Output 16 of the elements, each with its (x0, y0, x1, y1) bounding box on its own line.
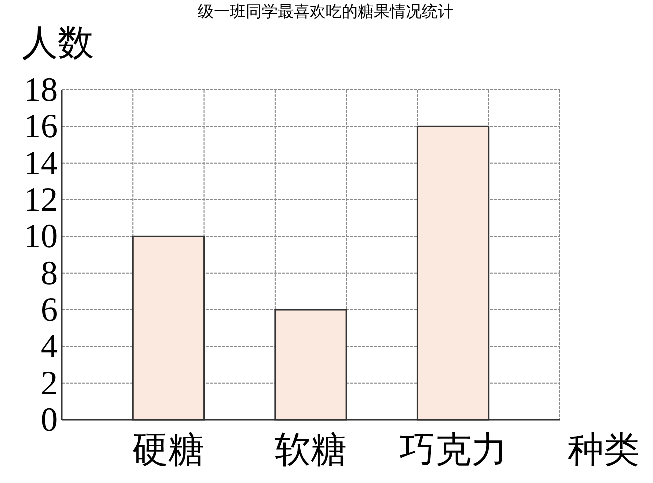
chart-title: 级一班同学最喜欢吃的糖果情况统计 (198, 2, 454, 21)
y-tick-label: 8 (41, 255, 58, 292)
x-tick-label: 硬糖 (132, 430, 205, 470)
y-tick-label: 4 (41, 328, 58, 366)
x-axis-title: 种类 (568, 430, 640, 470)
y-tick-label: 0 (41, 402, 58, 439)
y-axis-title: 人数 (22, 23, 94, 63)
y-tick-label: 14 (24, 145, 58, 182)
x-tick-label: 软糖 (275, 430, 347, 470)
y-tick-label: 18 (24, 72, 58, 109)
y-tick-label: 10 (24, 218, 58, 256)
y-tick-label: 16 (24, 108, 58, 146)
y-tick-label: 12 (24, 182, 58, 219)
x-tick-label: 巧克力 (399, 430, 508, 470)
y-tick-label: 6 (41, 292, 58, 329)
y-tick-label: 2 (41, 365, 58, 402)
